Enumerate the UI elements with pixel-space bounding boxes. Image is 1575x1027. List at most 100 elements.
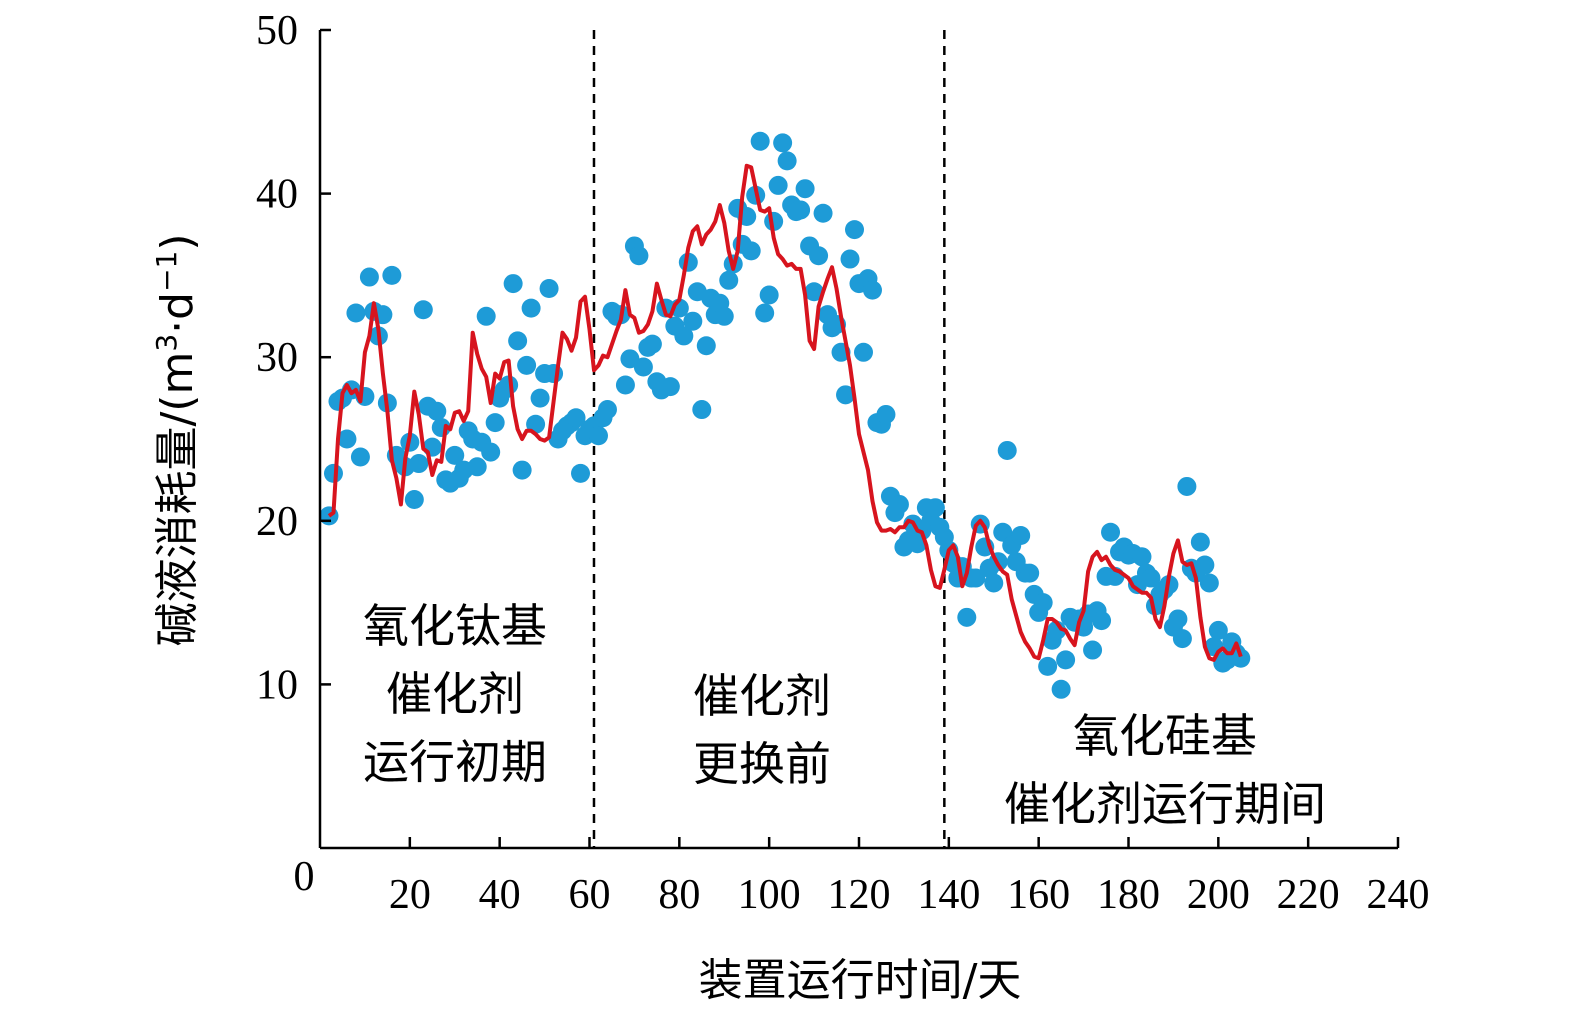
- y-tick-label: 20: [256, 499, 298, 545]
- x-tick-label: 120: [828, 872, 891, 918]
- data-point: [836, 385, 856, 405]
- data-point: [615, 375, 635, 395]
- y-tick-label: 40: [256, 172, 298, 218]
- data-point: [571, 463, 591, 483]
- y-axis-title: 碱液消耗量/(m3·d−1): [150, 233, 203, 646]
- data-point: [476, 306, 496, 326]
- data-point: [642, 334, 662, 354]
- region-label-line: 催化剂: [693, 669, 831, 723]
- data-point: [1033, 593, 1053, 613]
- data-point: [889, 494, 909, 514]
- x-tick-label: 80: [658, 872, 700, 918]
- data-point: [755, 303, 775, 323]
- data-point: [1141, 568, 1161, 588]
- data-point: [323, 463, 343, 483]
- data-point: [597, 400, 617, 420]
- region-label-2: 催化剂更换前: [693, 669, 831, 791]
- data-point: [957, 607, 977, 627]
- data-point: [1208, 620, 1228, 640]
- data-point: [840, 249, 860, 269]
- data-point: [346, 303, 366, 323]
- data-point: [517, 355, 537, 375]
- data-point: [512, 460, 532, 480]
- data-point: [692, 400, 712, 420]
- data-point: [588, 426, 608, 446]
- x-tick-label: 200: [1187, 872, 1250, 918]
- data-point: [1051, 679, 1071, 699]
- data-point: [1132, 547, 1152, 567]
- data-point: [350, 447, 370, 467]
- x-axis-title: 装置运行时间/天: [699, 955, 1022, 1006]
- x-tick-label: 40: [479, 872, 521, 918]
- data-point: [1231, 648, 1251, 668]
- data-point: [845, 220, 865, 240]
- data-point: [544, 364, 564, 384]
- region-labels: 氧化钛基催化剂运行初期 催化剂更换前 氧化硅基催化剂运行期间: [363, 599, 1326, 831]
- y-tick-label: 50: [256, 8, 298, 54]
- data-point: [750, 131, 770, 151]
- y-axis-unit-mid: ·d: [152, 292, 203, 334]
- region-label-line: 催化剂运行期间: [1004, 777, 1326, 831]
- y-axis-title-main: 碱液消耗量/(: [152, 395, 203, 647]
- data-point: [813, 203, 833, 223]
- data-point: [485, 413, 505, 433]
- origin-label: 0: [294, 854, 315, 900]
- data-point: [422, 437, 442, 457]
- data-point: [359, 267, 379, 287]
- data-point: [1092, 611, 1112, 631]
- data-point: [984, 573, 1004, 593]
- data-point: [1038, 656, 1058, 676]
- data-point: [467, 457, 487, 477]
- data-point: [809, 246, 829, 266]
- data-point: [876, 404, 896, 424]
- data-point: [409, 454, 429, 474]
- data-point: [804, 282, 824, 302]
- data-point: [1020, 563, 1040, 583]
- data-point: [714, 306, 734, 326]
- data-point: [530, 388, 550, 408]
- data-point: [1047, 620, 1067, 640]
- data-point: [777, 151, 797, 171]
- data-point: [566, 408, 586, 428]
- data-point: [759, 285, 779, 305]
- region-label-3: 氧化硅基催化剂运行期间: [1004, 709, 1326, 831]
- data-point: [719, 270, 739, 290]
- data-point: [521, 298, 541, 318]
- data-point: [1172, 629, 1192, 649]
- trend-line: [327, 163, 1243, 662]
- data-point: [674, 326, 694, 346]
- y-axis-unit-sup-3: 3: [150, 334, 183, 352]
- data-point: [1199, 573, 1219, 593]
- region-label-line: 氧化硅基: [1073, 709, 1257, 763]
- data-point: [337, 429, 357, 449]
- data-point: [862, 280, 882, 300]
- data-point: [1168, 609, 1188, 629]
- data-point: [629, 246, 649, 266]
- x-tick-label: 100: [738, 872, 801, 918]
- data-point: [997, 440, 1017, 460]
- region-label-line: 运行初期: [363, 735, 547, 789]
- data-point: [773, 133, 793, 153]
- y-axis-unit-base: m: [152, 352, 203, 395]
- x-tick-label: 60: [569, 872, 611, 918]
- data-point: [539, 278, 559, 298]
- x-tick-label: 240: [1367, 872, 1430, 918]
- y-axis-unit-close: ): [152, 233, 203, 250]
- data-point: [1056, 650, 1076, 670]
- data-point: [382, 265, 402, 285]
- data-point: [503, 274, 523, 294]
- data-point: [1101, 522, 1121, 542]
- region-label-1: 氧化钛基催化剂运行初期: [363, 599, 547, 789]
- trend-line-group: [327, 163, 1243, 662]
- data-point: [791, 200, 811, 220]
- data-point: [413, 300, 433, 320]
- divider-lines: [592, 30, 946, 848]
- data-point: [445, 445, 465, 465]
- data-point: [1083, 640, 1103, 660]
- data-point: [633, 357, 653, 377]
- x-tick-label: 220: [1277, 872, 1340, 918]
- data-point: [481, 442, 501, 462]
- data-point: [768, 175, 788, 195]
- data-point: [741, 241, 761, 261]
